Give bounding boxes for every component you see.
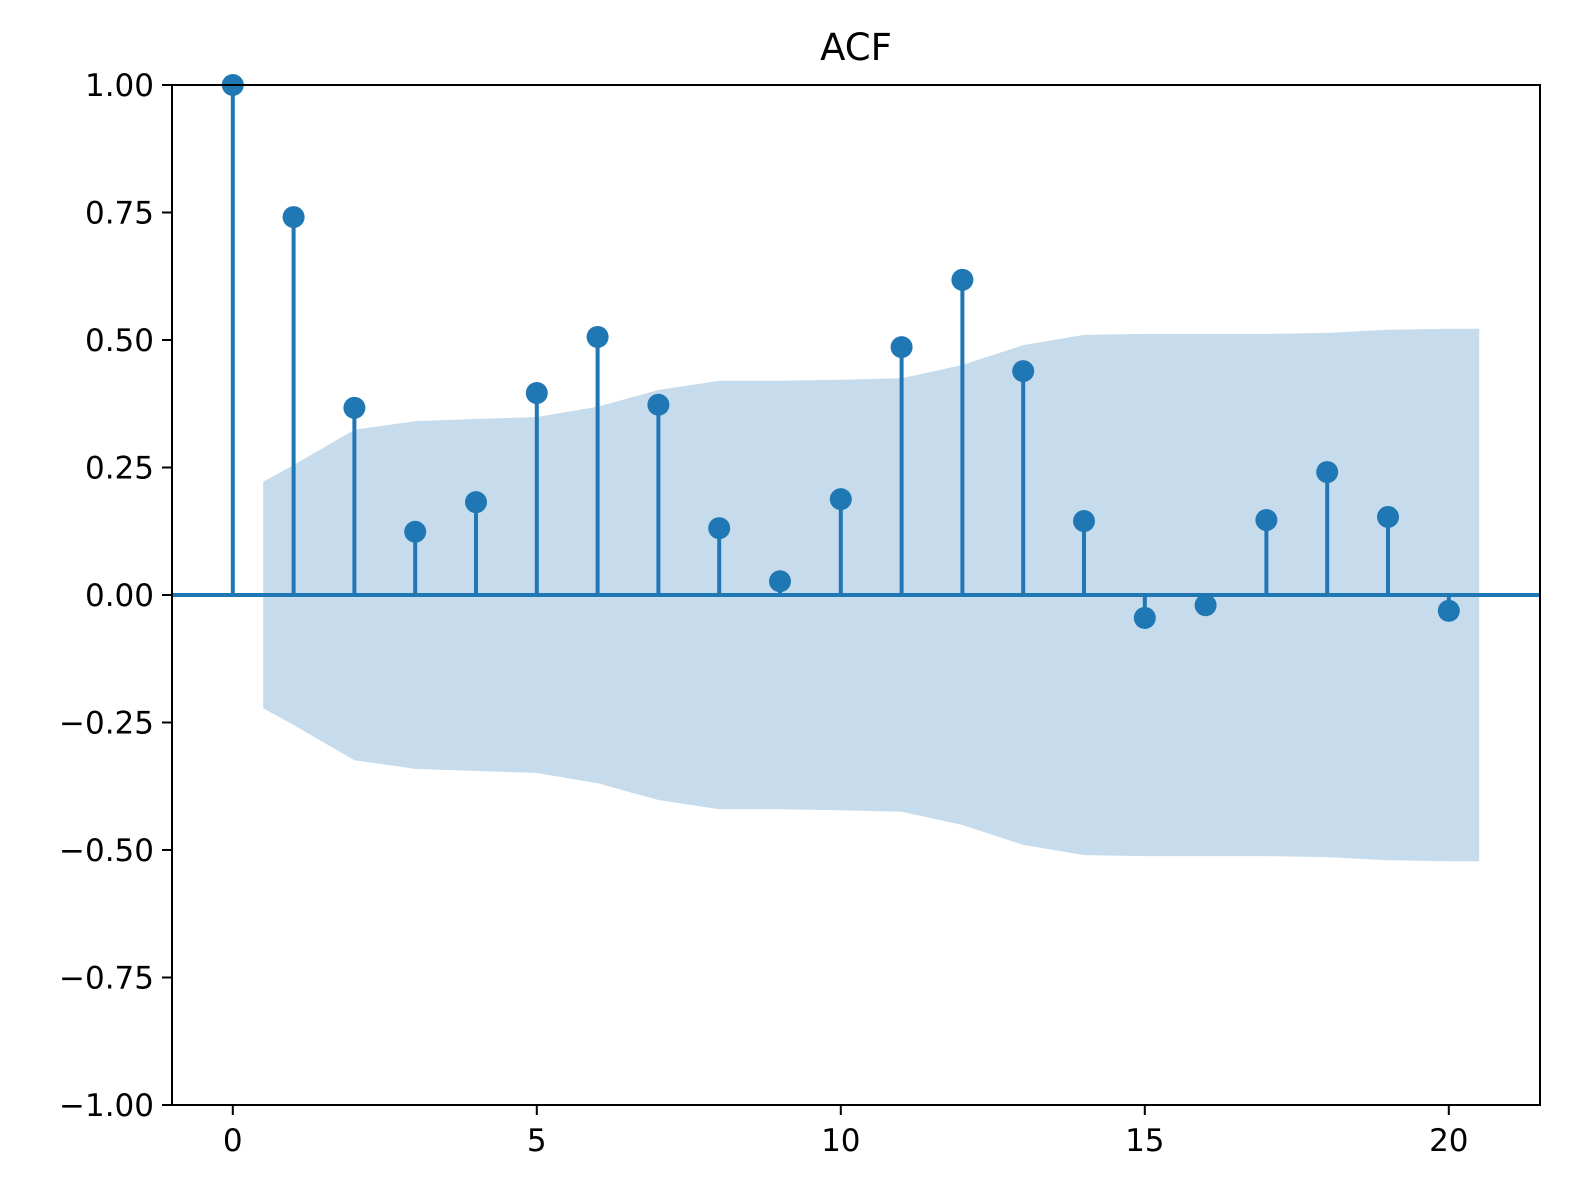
x-tick-label: 0 bbox=[223, 1123, 243, 1159]
x-tick-label: 10 bbox=[821, 1123, 860, 1159]
marker-lag-2 bbox=[343, 396, 366, 419]
marker-lag-18 bbox=[1316, 461, 1339, 484]
stems-layer bbox=[172, 74, 1540, 629]
x-tick-label: 5 bbox=[527, 1123, 547, 1159]
marker-lag-9 bbox=[769, 570, 791, 593]
marker-lag-8 bbox=[708, 517, 731, 540]
marker-lag-7 bbox=[647, 393, 670, 416]
marker-lag-19 bbox=[1377, 505, 1399, 528]
marker-lag-3 bbox=[404, 520, 427, 543]
marker-lag-17 bbox=[1255, 509, 1278, 532]
x-tick-label: 20 bbox=[1429, 1123, 1468, 1159]
y-tick-label: −0.75 bbox=[59, 961, 154, 997]
marker-lag-11 bbox=[890, 336, 913, 359]
y-tick-label: −0.50 bbox=[59, 833, 154, 869]
y-tick-label: 0.00 bbox=[85, 578, 154, 614]
chart-title: ACF bbox=[820, 26, 892, 69]
marker-lag-6 bbox=[586, 325, 609, 348]
y-tick-label: 0.50 bbox=[85, 323, 154, 359]
y-tick-label: 0.75 bbox=[85, 196, 154, 232]
y-tick-label: −0.25 bbox=[59, 706, 154, 742]
marker-lag-15 bbox=[1133, 606, 1156, 629]
marker-lag-5 bbox=[525, 382, 548, 405]
marker-lag-4 bbox=[465, 491, 487, 514]
marker-lag-1 bbox=[282, 206, 305, 229]
x-tick-label: 15 bbox=[1125, 1123, 1164, 1159]
axes-layer: 0 5 10 15 20 1.00 0.75 0.50 0.25 0.00 −0.25 −0.50 −0… bbox=[59, 68, 1541, 1159]
marker-lag-10 bbox=[829, 488, 852, 511]
marker-lag-14 bbox=[1073, 510, 1095, 533]
marker-lag-20 bbox=[1437, 599, 1460, 622]
marker-lag-13 bbox=[1012, 360, 1035, 383]
y-tick-label: 1.00 bbox=[85, 68, 154, 104]
marker-lag-12 bbox=[951, 268, 974, 291]
y-tick-label: −1.00 bbox=[59, 1088, 154, 1124]
y-tick-label: 0.25 bbox=[85, 451, 154, 487]
marker-lag-16 bbox=[1194, 594, 1217, 617]
